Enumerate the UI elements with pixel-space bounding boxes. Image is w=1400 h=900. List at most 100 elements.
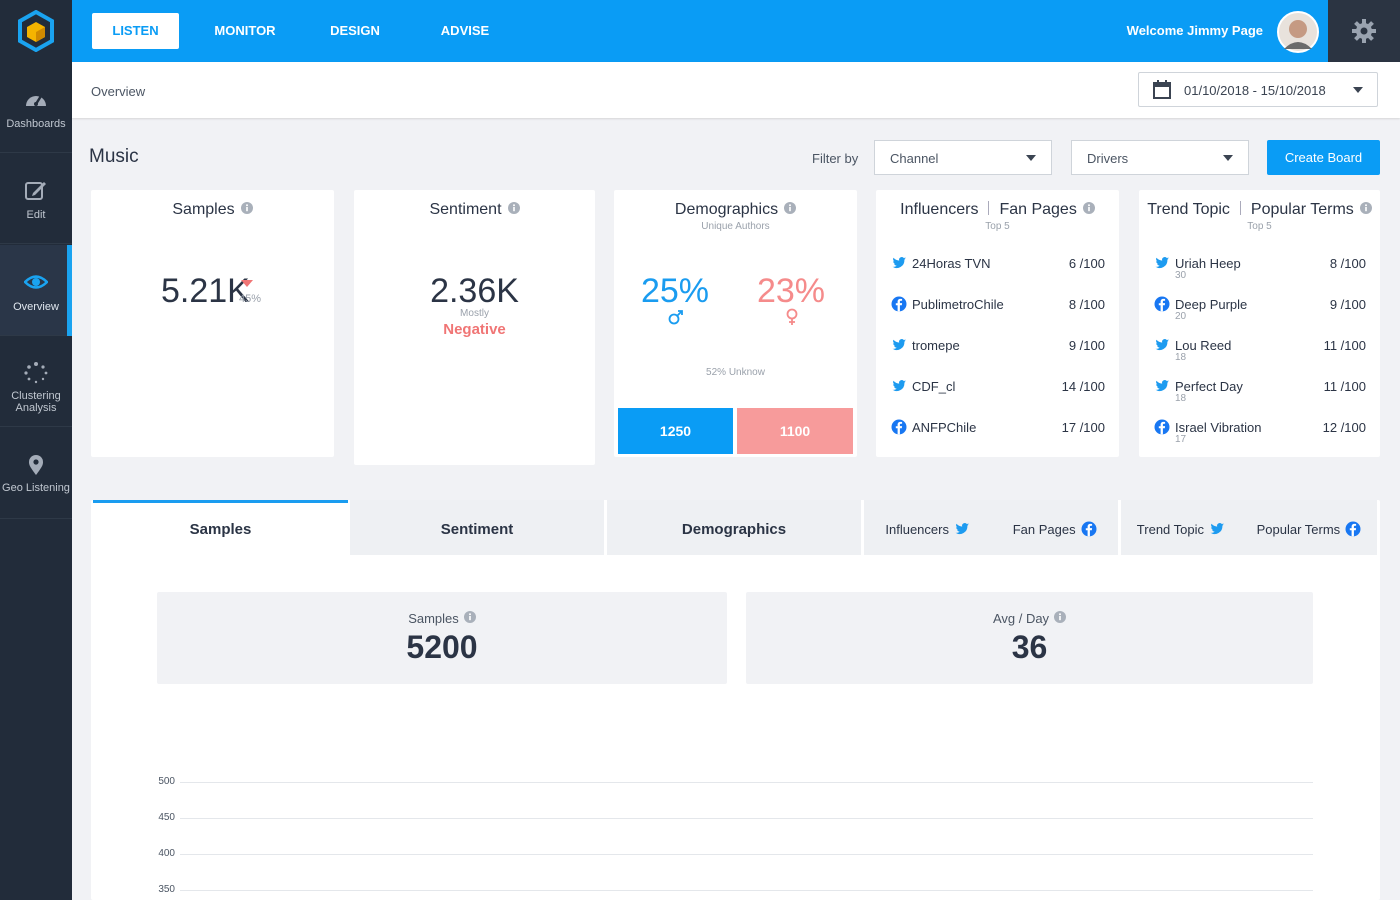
date-range: 01/10/2018 - 15/10/2018: [1184, 83, 1326, 98]
list-score: 9 /100: [1068, 338, 1105, 353]
facebook-icon: [1081, 521, 1097, 537]
summary-card: Sentiment 2.36K Mostly Negative: [354, 190, 595, 465]
info-icon[interactable]: [1054, 611, 1067, 626]
list-count: 30: [1175, 270, 1187, 281]
tab[interactable]: Sentiment: [350, 500, 604, 555]
filter-select[interactable]: Channel: [874, 140, 1052, 175]
list-count: 17: [1175, 434, 1187, 445]
tab[interactable]: Demographics: [607, 500, 861, 555]
welcome-text: Welcome Jimmy Page: [1126, 23, 1263, 38]
avatar[interactable]: [1277, 11, 1319, 53]
list-score: 9 /100: [1329, 297, 1366, 312]
sidebar-item[interactable]: Overview: [0, 244, 72, 336]
filter-value: Drivers: [1087, 151, 1129, 166]
unknown-share: 52% Unknow: [706, 367, 765, 378]
nav-tab[interactable]: MONITOR: [214, 23, 276, 38]
create-board-button[interactable]: Create Board: [1267, 140, 1380, 175]
dropdown-caret: [1353, 87, 1363, 93]
separator: [988, 201, 990, 215]
info-icon[interactable]: [1359, 201, 1372, 218]
tab[interactable]: Samples: [93, 500, 348, 555]
facebook-icon: [1154, 419, 1170, 435]
list-count: 20: [1175, 311, 1187, 322]
male-share: 25%: [640, 272, 710, 310]
card-title: Influencers Fan Pages: [876, 201, 1119, 219]
filter-select[interactable]: Drivers: [1071, 140, 1249, 175]
dropdown-caret: [1026, 155, 1036, 161]
card-title-text: Trend Topic: [1147, 201, 1230, 218]
tab-label: Demographics: [681, 520, 787, 538]
tab-label: Fan Pages: [1012, 521, 1076, 537]
tab[interactable]: Trend Topic Popular Terms: [1121, 500, 1377, 555]
card-title-text: Fan Pages: [999, 201, 1077, 218]
list-count: 18: [1175, 393, 1187, 404]
tab-label: Samples: [189, 520, 252, 538]
list-name: Perfect Day: [1175, 379, 1243, 394]
y-tick-label: 500: [158, 776, 175, 787]
facebook-icon: [1345, 521, 1361, 537]
sidebar-item[interactable]: Geo Listening: [0, 428, 72, 519]
sidebar-item[interactable]: Clustering Analysis: [0, 336, 72, 428]
sentiment-caption: Mostly: [460, 308, 489, 319]
list-name: ANFPChile: [912, 420, 977, 435]
info-icon[interactable]: [784, 201, 797, 218]
card-title-text: Influencers: [900, 201, 979, 218]
sidebar-item[interactable]: Dashboards: [0, 62, 72, 153]
card-title-text: Sentiment: [429, 201, 502, 218]
sidebar: [0, 0, 72, 900]
filter-value: Channel: [890, 151, 939, 166]
list-name: CDF_cl: [912, 379, 956, 394]
info-icon[interactable]: [240, 201, 253, 218]
tab-label: Popular Terms: [1256, 521, 1341, 537]
tab-part: Influencers: [885, 521, 970, 537]
sidebar-item[interactable]: Edit: [0, 153, 72, 245]
grid-line: [180, 818, 1313, 819]
sidebar-label: Edit: [26, 209, 46, 222]
sentiment-label: Negative: [443, 321, 506, 338]
list-score: 17 /100: [1061, 420, 1105, 435]
filter-label: Filter by: [812, 151, 859, 166]
nav-tab[interactable]: DESIGN: [330, 23, 380, 38]
card-title-text: Samples: [172, 201, 235, 218]
sidebar-icon: [24, 454, 48, 476]
summary-card: Influencers Fan Pages Top 5 24Horas TVN 6 /1…: [876, 190, 1119, 457]
stat-label-row: Samples: [157, 611, 727, 626]
tab-label: Influencers: [885, 521, 949, 537]
active-indicator: [67, 244, 72, 336]
twitter-icon: [1154, 378, 1170, 394]
list-name: Deep Purple: [1175, 297, 1248, 312]
facebook-icon: [891, 419, 907, 435]
detail-panel: [91, 500, 1380, 900]
nav-tab[interactable]: LISTEN: [92, 13, 179, 49]
summary-card: Samples 5.21K 45%: [91, 190, 334, 457]
info-icon[interactable]: [507, 201, 520, 218]
sidebar-label: Dashboards: [6, 118, 66, 130]
twitter-icon: [954, 521, 970, 537]
samples-change: 45%: [239, 293, 262, 305]
nav-tab[interactable]: ADVISE: [440, 23, 490, 38]
tab[interactable]: Influencers Fan Pages: [864, 500, 1118, 555]
date-picker[interactable]: 01/10/2018 - 15/10/2018: [1138, 72, 1378, 107]
list-name: Lou Reed: [1175, 338, 1232, 353]
trend-down-icon: [241, 280, 253, 287]
list-score: 11 /100: [1323, 379, 1366, 394]
summary-card: Demographics Unique Authors 25% 23% 52% Unkn…: [614, 190, 857, 457]
logo[interactable]: [16, 10, 56, 52]
settings-icon[interactable]: [1351, 18, 1377, 44]
stat-value: 36: [1011, 629, 1048, 665]
dropdown-caret: [1223, 155, 1233, 161]
info-icon[interactable]: [463, 611, 476, 626]
tab-part: Demographics: [682, 521, 786, 538]
info-icon[interactable]: [1082, 201, 1095, 218]
male-count: 1250: [618, 408, 733, 454]
list-name: Uriah Heep: [1175, 256, 1241, 271]
card-subtitle: Top 5: [985, 221, 1010, 232]
card-subtitle: Unique Authors: [701, 221, 770, 232]
stat-box: Samples 5200: [157, 592, 727, 684]
list-score: 6 /100: [1068, 256, 1105, 271]
list-score: 14 /100: [1061, 379, 1105, 394]
list-name: tromepe: [912, 338, 960, 353]
tab-part: Sentiment: [441, 521, 514, 538]
grid-line: [180, 854, 1313, 855]
tab-part: Samples: [190, 521, 252, 538]
